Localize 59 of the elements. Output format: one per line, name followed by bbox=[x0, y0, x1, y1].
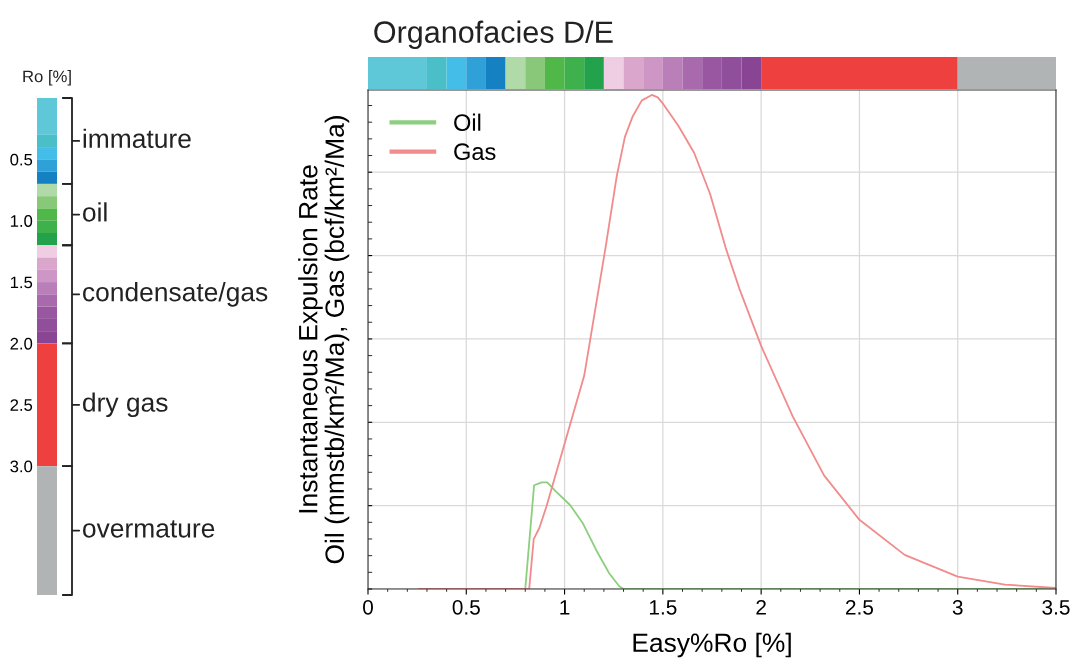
text: overmature bbox=[83, 520, 215, 538]
bar bbox=[37, 159, 57, 172]
bar bbox=[662, 57, 683, 89]
x-tick-label: 3.5 bbox=[1042, 599, 1070, 615]
bar bbox=[37, 196, 57, 209]
x-tick-label: 1 bbox=[560, 600, 570, 615]
bar bbox=[37, 294, 57, 307]
x-tick-label: 1.5 bbox=[649, 600, 677, 615]
text: oil bbox=[83, 202, 107, 222]
bar bbox=[37, 183, 57, 197]
bar bbox=[564, 57, 585, 89]
chart-title: Organofacies D/E bbox=[374, 20, 613, 49]
bar bbox=[525, 57, 545, 89]
bar bbox=[603, 57, 624, 89]
x-tick-label: 2 bbox=[756, 599, 766, 615]
bar bbox=[505, 57, 526, 89]
bar bbox=[544, 57, 565, 89]
bar bbox=[37, 343, 57, 467]
bar bbox=[37, 257, 57, 270]
bar bbox=[37, 220, 57, 233]
y-tick-label: 3.0 bbox=[10, 460, 33, 473]
legend-label: Oil bbox=[454, 113, 481, 131]
bar bbox=[761, 57, 958, 89]
bar bbox=[368, 57, 427, 89]
bar bbox=[37, 171, 57, 184]
bar bbox=[37, 147, 57, 160]
bar bbox=[37, 466, 57, 595]
bar bbox=[426, 57, 447, 89]
bar bbox=[37, 232, 57, 246]
x-axis-title: Easy%Ro [%] bbox=[633, 632, 791, 658]
legend-label: Gas bbox=[454, 143, 496, 161]
bar bbox=[957, 57, 1056, 89]
bar bbox=[37, 269, 57, 283]
bar bbox=[466, 57, 486, 89]
x-tick-label: 3 bbox=[952, 599, 963, 615]
y-tick-label: 2.5 bbox=[10, 399, 33, 411]
bar bbox=[623, 57, 644, 89]
bar bbox=[682, 57, 703, 89]
text: dry gas bbox=[83, 392, 168, 418]
x-tick-label: 0 bbox=[363, 599, 373, 615]
bar bbox=[37, 208, 57, 221]
bar bbox=[485, 57, 506, 89]
bar bbox=[584, 57, 604, 89]
bar bbox=[37, 98, 57, 135]
bar bbox=[37, 134, 57, 148]
x-tick-label: 2.5 bbox=[846, 599, 874, 615]
y-tick-label: 1.5 bbox=[10, 276, 33, 289]
x-tick-label: 0.5 bbox=[452, 599, 480, 615]
bar bbox=[37, 245, 57, 258]
bar bbox=[643, 57, 663, 89]
bar bbox=[446, 57, 467, 89]
text: condensate/gas bbox=[83, 282, 268, 307]
y-tick-label: 2.0 bbox=[10, 337, 33, 350]
bar bbox=[37, 282, 57, 295]
text: immature bbox=[83, 128, 191, 149]
chart-title: Ro [%] bbox=[23, 70, 71, 86]
y-axis-title: Instantaneous Expulsion Rate Oil (mmstb/km²/Ma), Gas (bcf/km²/Ma) bbox=[298, 116, 350, 564]
y-tick-label: 1.0 bbox=[10, 215, 33, 227]
y-tick-label: 0.5 bbox=[10, 153, 33, 166]
